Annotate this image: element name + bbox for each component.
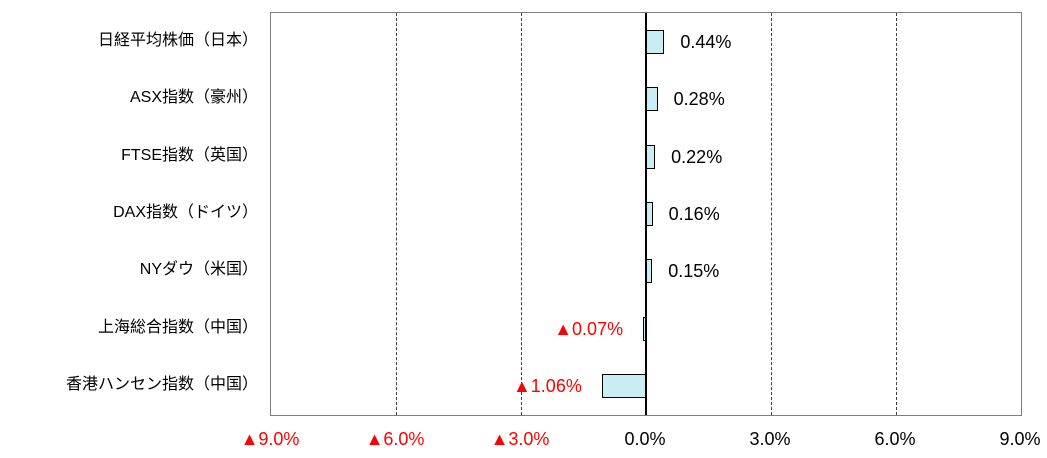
bar-6 (601, 374, 646, 399)
x-tick-label: 6.0% (874, 429, 916, 449)
x-tick-label: ▲3.0% (490, 429, 550, 449)
bar-2 (646, 144, 656, 169)
category-label: NYダウ（米国） (139, 261, 258, 279)
category-label: DAX指数（ドイツ） (113, 204, 258, 221)
category-label: FTSE指数（英国） (121, 146, 258, 164)
category-label: 上海総合指数（中国） (97, 318, 258, 336)
gridline (771, 13, 772, 415)
gridline (396, 13, 397, 415)
x-axis: ▲9.0% ▲6.0% ▲3.0% 0.0% 3.0% 6.0% 9.0% (241, 426, 1041, 452)
category-axis: 日経平均株価（日本） ASX指数（豪州） FTSE指数（英国） DAX指数（ドイツ） N… (0, 12, 258, 414)
bar-value-label: ▲0.07% (554, 318, 624, 339)
bar-0 (646, 29, 665, 54)
bar-1 (646, 87, 658, 112)
x-tick-label: ▲6.0% (365, 429, 425, 449)
gridline (896, 13, 897, 415)
bar-value-label: 0.15% (668, 261, 720, 282)
category-label: ASX指数（豪州） (129, 89, 258, 107)
bar-5 (643, 316, 646, 341)
category-label: 日経平均株価（日本） (97, 31, 258, 49)
bar-4 (646, 259, 653, 284)
x-tick-label: 9.0% (999, 429, 1041, 449)
x-tick-label: 3.0% (749, 429, 791, 449)
x-tick-label: 0.0% (624, 429, 666, 449)
bar-value-label: 0.44% (680, 31, 732, 52)
bar-value-label: ▲1.06% (512, 376, 582, 397)
category-label: 香港ハンセン指数（中国） (65, 376, 258, 394)
bar-value-label: 0.22% (671, 146, 723, 167)
bar-value-label: 0.28% (673, 89, 725, 110)
gridline (521, 13, 522, 415)
bar-3 (646, 202, 653, 226)
x-tick-label: ▲9.0% (240, 429, 300, 449)
plot-area: 0.44% 0.28% 0.22% 0.16% 0.15% ▲0.07% ▲1.06% (270, 12, 1022, 416)
bar-value-label: 0.16% (668, 204, 720, 224)
